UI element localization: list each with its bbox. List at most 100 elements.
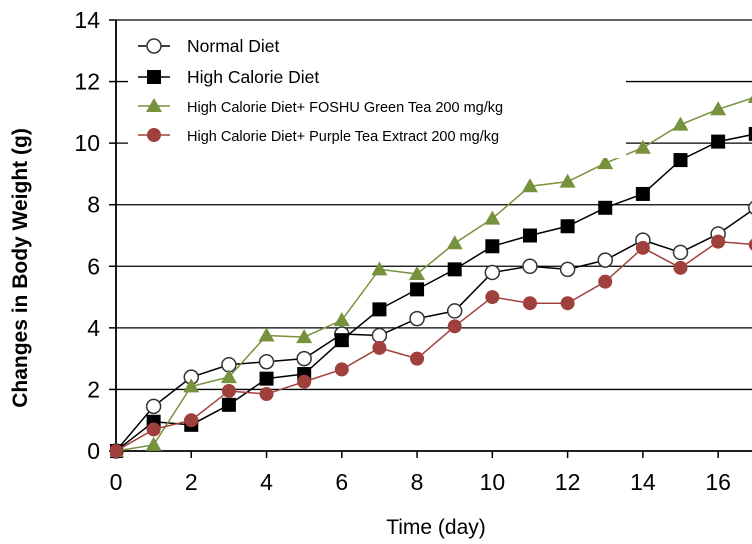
axes bbox=[109, 19, 752, 458]
series-2-point-7 bbox=[372, 302, 387, 317]
series-1-point-8 bbox=[409, 310, 425, 327]
series-4 bbox=[110, 234, 752, 458]
legend-marker-2 bbox=[147, 70, 161, 84]
series-1-point-5 bbox=[296, 350, 312, 367]
x-tick-label-8: 8 bbox=[411, 469, 424, 495]
y-tick-label-14: 14 bbox=[74, 7, 100, 33]
x-tick-label-12: 12 bbox=[555, 469, 581, 495]
series-4-point-4 bbox=[259, 387, 274, 402]
y-tick-label-10: 10 bbox=[74, 130, 100, 156]
series-1-point-17 bbox=[748, 201, 752, 215]
series-4-point-16 bbox=[711, 234, 726, 249]
series-4-point-17 bbox=[748, 238, 752, 251]
legend-item-2: High Calorie Diet bbox=[138, 67, 319, 87]
series-4-point-0 bbox=[110, 444, 123, 458]
series-3-point-13 bbox=[597, 155, 614, 170]
series-4-point-5 bbox=[297, 374, 312, 389]
series-layer bbox=[110, 95, 752, 459]
series-2-point-4 bbox=[259, 371, 274, 386]
x-tick-label-2: 2 bbox=[185, 469, 198, 495]
series-1-point-10 bbox=[484, 264, 501, 281]
series-3-point-17 bbox=[747, 95, 752, 103]
legend-item-1: Normal Diet bbox=[138, 36, 280, 56]
series-1-point-4 bbox=[258, 353, 275, 370]
x-tick-label-16: 16 bbox=[705, 469, 731, 495]
x-tick-label-4: 4 bbox=[260, 469, 273, 495]
series-line-2 bbox=[115, 133, 752, 452]
legend-label-4: High Calorie Diet+ Purple Tea Extract 20… bbox=[187, 129, 499, 145]
series-3-point-8 bbox=[409, 265, 426, 280]
x-tick-label-0: 0 bbox=[110, 469, 123, 495]
series-2-point-10 bbox=[485, 239, 500, 254]
series-2-point-8 bbox=[410, 282, 425, 297]
series-3-point-15 bbox=[672, 116, 689, 131]
series-line-3 bbox=[115, 97, 752, 452]
legend-label-2: High Calorie Diet bbox=[187, 67, 319, 87]
series-2-point-9 bbox=[447, 262, 462, 277]
legend-marker-1 bbox=[146, 38, 162, 54]
series-4-point-14 bbox=[635, 240, 650, 255]
series-3-point-4 bbox=[258, 327, 275, 342]
y-tick-label-8: 8 bbox=[87, 192, 100, 218]
series-1-point-9 bbox=[446, 303, 463, 319]
y-tick-label-2: 2 bbox=[87, 376, 100, 402]
legend-item-4: High Calorie Diet+ Purple Tea Extract 20… bbox=[138, 128, 499, 145]
series-2-point-17 bbox=[748, 126, 752, 141]
series-4-point-7 bbox=[372, 340, 387, 355]
legend-item-3: High Calorie Diet+ FOSHU Green Tea 200 m… bbox=[138, 98, 503, 116]
series-4-point-11 bbox=[522, 296, 537, 311]
x-tick-label-10: 10 bbox=[480, 469, 506, 495]
legend-marker-4 bbox=[147, 128, 161, 142]
x-tick-label-14: 14 bbox=[630, 469, 656, 495]
series-1-point-15 bbox=[672, 244, 689, 261]
y-tick-label-0: 0 bbox=[87, 438, 100, 464]
series-1 bbox=[110, 201, 752, 459]
series-3-point-10 bbox=[484, 210, 501, 225]
series-3-point-1 bbox=[145, 436, 162, 451]
series-4-point-8 bbox=[410, 351, 425, 366]
series-2-point-3 bbox=[221, 397, 236, 412]
series-3-point-11 bbox=[521, 178, 538, 193]
y-tick-label-12: 12 bbox=[74, 69, 100, 95]
legend-background bbox=[128, 26, 626, 158]
legend-label-3: High Calorie Diet+ FOSHU Green Tea 200 m… bbox=[187, 100, 503, 116]
series-4-point-12 bbox=[560, 296, 575, 311]
series-4-point-1 bbox=[146, 422, 161, 437]
legend: Normal Diet High Calorie Diet High Calorie… bbox=[128, 26, 626, 158]
series-3-point-3 bbox=[220, 369, 237, 384]
series-4-point-2 bbox=[184, 413, 199, 428]
series-2-point-15 bbox=[673, 153, 688, 168]
series-4-point-10 bbox=[485, 290, 500, 305]
series-3-point-6 bbox=[333, 312, 350, 327]
series-2-point-16 bbox=[711, 134, 726, 149]
legend-label-1: Normal Diet bbox=[187, 36, 280, 56]
series-1-point-11 bbox=[522, 258, 538, 275]
series-4-point-3 bbox=[221, 383, 236, 398]
series-3-point-16 bbox=[710, 101, 727, 116]
series-line-4 bbox=[115, 240, 752, 452]
series-2-point-13 bbox=[598, 200, 613, 215]
series-2-point-12 bbox=[560, 219, 575, 234]
x-axis-title: Time (day) bbox=[386, 516, 486, 539]
series-1-point-7 bbox=[371, 327, 388, 344]
series-1-point-12 bbox=[559, 261, 576, 278]
series-1-point-13 bbox=[597, 252, 613, 268]
series-3-point-14 bbox=[634, 139, 651, 154]
series-3-point-7 bbox=[371, 261, 388, 276]
series-2-point-6 bbox=[334, 333, 349, 348]
series-4-point-15 bbox=[673, 260, 688, 275]
series-4-point-13 bbox=[598, 274, 613, 289]
series-2-point-11 bbox=[522, 228, 537, 243]
series-4-point-9 bbox=[447, 319, 462, 334]
series-3-point-12 bbox=[559, 173, 576, 188]
series-3-point-5 bbox=[296, 329, 313, 344]
series-1-point-1 bbox=[145, 398, 162, 415]
tick-labels: 0 2 4 6 8 10 12 14 0 2 4 6 8 10 12 14 16 bbox=[74, 7, 731, 495]
legend-marker-3 bbox=[146, 98, 162, 112]
series-2-point-14 bbox=[635, 186, 650, 201]
series-4-point-6 bbox=[334, 362, 349, 377]
series-3-point-2 bbox=[183, 378, 200, 393]
series-3-point-9 bbox=[446, 235, 463, 250]
